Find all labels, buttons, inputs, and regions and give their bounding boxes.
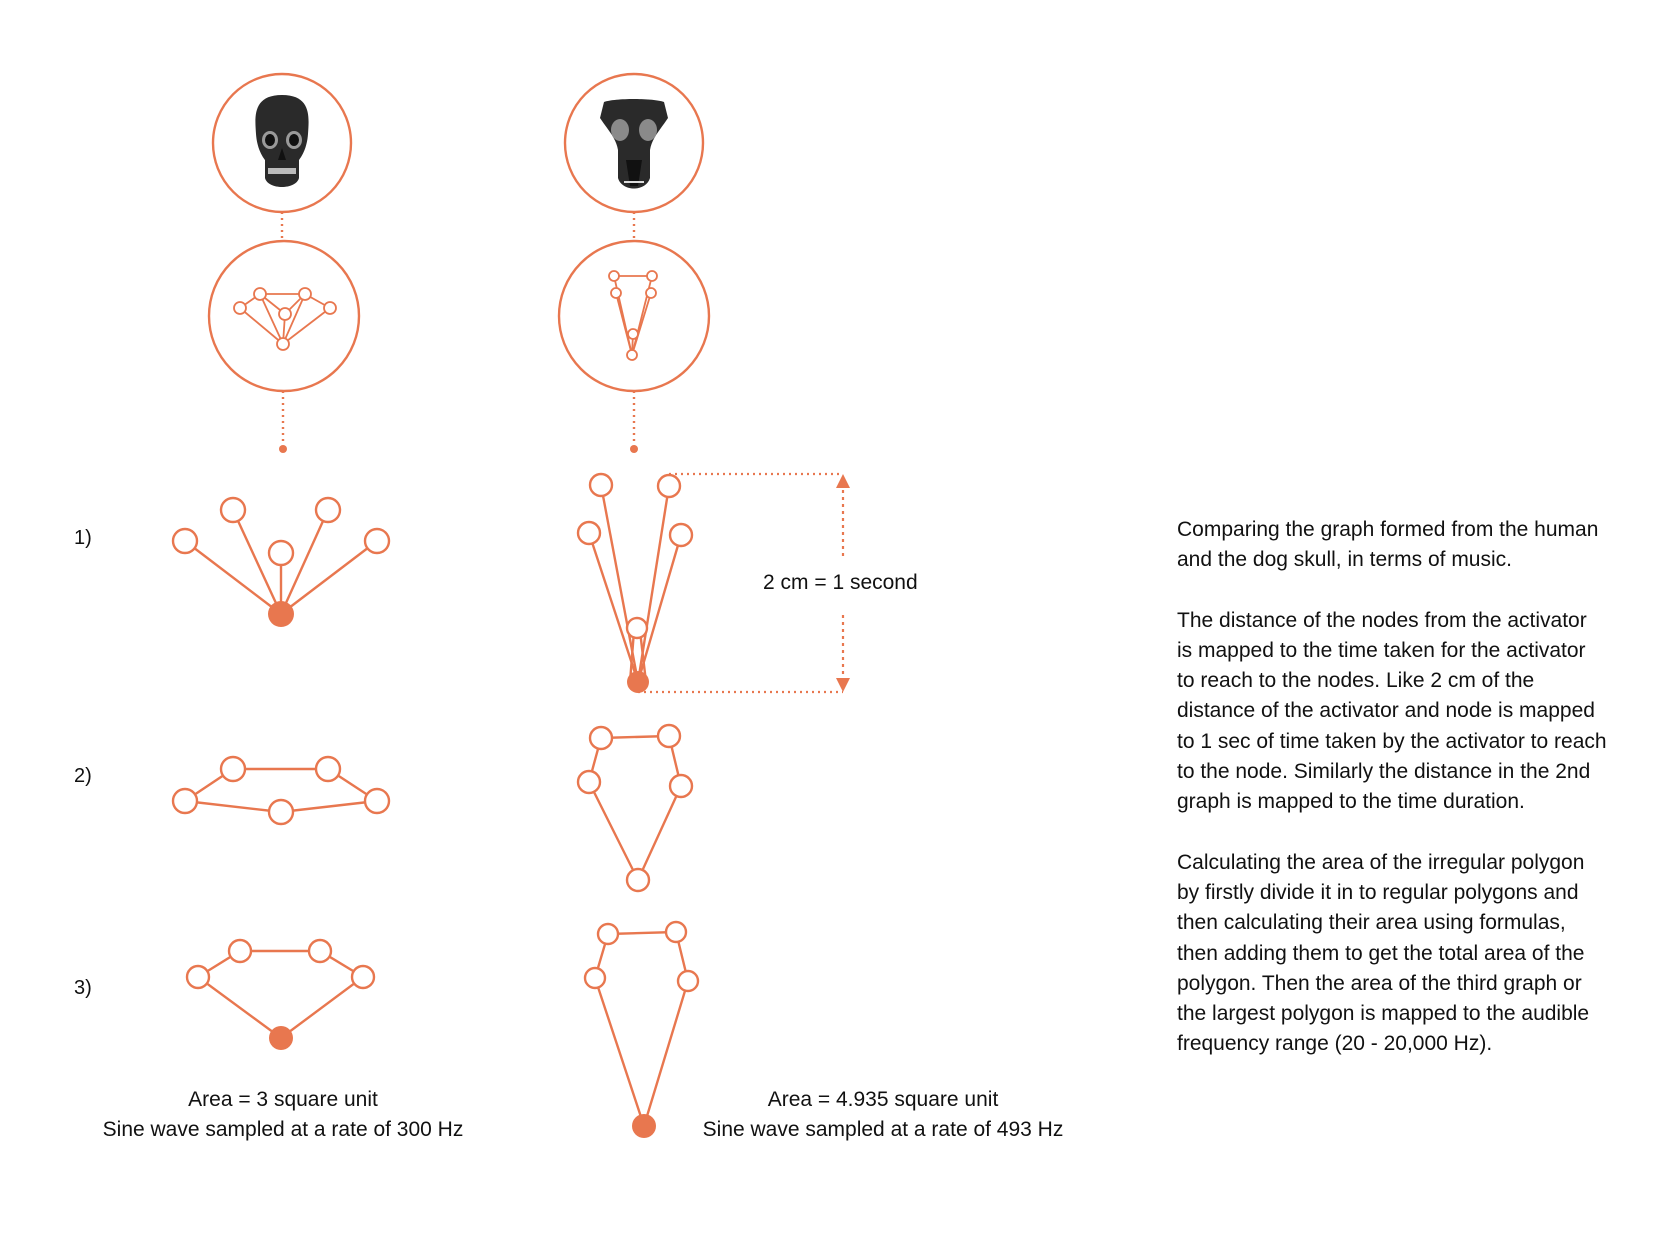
- dog-mini-graph-frame: [557, 239, 711, 393]
- dog-skull-icon: [600, 99, 668, 189]
- human-caption: Area = 3 square unit Sine wave sampled a…: [60, 1085, 506, 1145]
- human-mini-graph: [233, 287, 337, 351]
- human-graph-1: [171, 496, 391, 627]
- step-label-2: 2): [74, 765, 92, 787]
- node: [664, 920, 688, 944]
- explanation-paragraph-2: The distance of the nodes from the activ…: [1177, 608, 1607, 814]
- node: [583, 966, 607, 990]
- step-label-3: 3): [74, 977, 92, 999]
- node: [668, 522, 694, 548]
- human-graph-2: [171, 755, 391, 826]
- node: [596, 922, 620, 946]
- node: [668, 773, 694, 799]
- node: [350, 964, 376, 990]
- node: [363, 787, 391, 815]
- explanation-text: Comparing the graph formed from the huma…: [1177, 515, 1607, 1090]
- node: [314, 496, 342, 524]
- node: [625, 867, 651, 893]
- node: [171, 527, 199, 555]
- node: [219, 496, 247, 524]
- node: [576, 769, 602, 795]
- dog-mini-graph: [608, 270, 658, 361]
- explanation-paragraph-1: Comparing the graph formed from the huma…: [1177, 518, 1599, 572]
- dog-connector-dot: [630, 445, 638, 453]
- node: [185, 964, 211, 990]
- step-label-1: 1): [74, 527, 92, 549]
- node: [588, 472, 614, 498]
- activator-node: [632, 1114, 656, 1138]
- dog-graph-3: [583, 920, 700, 1138]
- dog-graph-2: [576, 723, 694, 893]
- node: [307, 938, 333, 964]
- human-graph-3: [185, 938, 376, 1050]
- node: [267, 539, 295, 567]
- node: [588, 725, 614, 751]
- node: [576, 520, 602, 546]
- scale-indicator: [638, 472, 850, 694]
- node: [171, 787, 199, 815]
- dog-area: Area = 4.935 square unit: [767, 1088, 999, 1111]
- dog-rate: Sine wave sampled at a rate of 493 Hz: [702, 1118, 1064, 1141]
- human-connector-dot: [279, 445, 287, 453]
- dog-caption: Area = 4.935 square unit Sine wave sampl…: [660, 1085, 1106, 1145]
- human-skull-icon: [255, 95, 309, 187]
- activator-node: [268, 601, 294, 627]
- human-rate: Sine wave sampled at a rate of 300 Hz: [102, 1118, 464, 1141]
- node: [267, 798, 295, 826]
- human-area: Area = 3 square unit: [188, 1088, 378, 1111]
- node: [219, 755, 247, 783]
- node: [676, 969, 700, 993]
- activator-node: [627, 671, 649, 693]
- node: [314, 755, 342, 783]
- node: [227, 938, 253, 964]
- scale-label: 2 cm = 1 second: [763, 571, 918, 594]
- node: [656, 723, 682, 749]
- node: [625, 616, 649, 640]
- dog-graph-1: [576, 472, 694, 693]
- node: [656, 473, 682, 499]
- node: [363, 527, 391, 555]
- activator-node: [269, 1026, 293, 1050]
- explanation-paragraph-3: Calculating the area of the irregular po…: [1177, 850, 1590, 1056]
